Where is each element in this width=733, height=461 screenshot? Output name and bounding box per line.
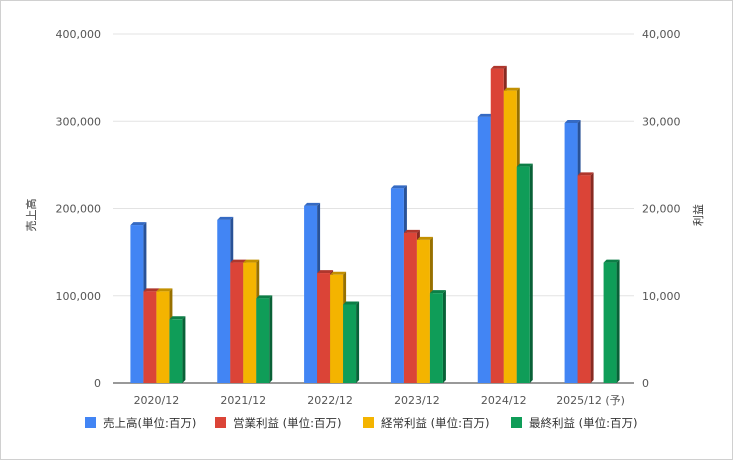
bar-top bbox=[477, 113, 494, 117]
bar-front bbox=[403, 232, 417, 383]
gridlines bbox=[113, 33, 634, 384]
legend: 売上高(単位:百万) 営業利益 (単位:百万) 経常利益 (単位:百万) 最終利益 (… bbox=[85, 416, 638, 430]
left-tick-label: 100,000 bbox=[56, 290, 102, 303]
bar-top bbox=[416, 236, 433, 240]
bar-front bbox=[304, 205, 318, 383]
bar bbox=[343, 301, 360, 383]
left-tick-label: 400,000 bbox=[56, 28, 102, 41]
bar-front bbox=[416, 239, 430, 383]
bar-front bbox=[516, 166, 530, 383]
left-tick-label: 0 bbox=[94, 377, 101, 390]
bar-top bbox=[577, 172, 594, 176]
bar-top bbox=[130, 222, 147, 226]
x-tick-label: 2023/12 bbox=[394, 394, 440, 407]
bar-top bbox=[156, 288, 173, 292]
bar-top bbox=[169, 316, 186, 320]
right-axis-title: 利益 bbox=[691, 204, 705, 226]
bar-top bbox=[230, 259, 247, 263]
bar-front bbox=[577, 175, 591, 383]
right-tick-label: 20,000 bbox=[642, 203, 681, 216]
legend-item: 営業利益 (単位:百万) bbox=[215, 416, 342, 430]
bar-front bbox=[217, 219, 231, 383]
bar-top bbox=[516, 163, 533, 167]
x-tick-label: 2021/12 bbox=[220, 394, 266, 407]
bar-top bbox=[390, 185, 407, 189]
x-axis-labels: 2020/12 2021/12 2022/12 2023/12 2024/12 2025/… bbox=[134, 394, 625, 407]
legend-label: 経常利益 (単位:百万) bbox=[381, 416, 490, 430]
bar-top bbox=[343, 301, 360, 305]
bar bbox=[577, 172, 594, 383]
bar bbox=[429, 290, 446, 383]
right-axis-ticks: 0 10,000 20,000 30,000 40,000 bbox=[642, 28, 681, 390]
x-tick-label: 2020/12 bbox=[134, 394, 180, 407]
bar-front bbox=[343, 304, 357, 383]
right-tick-label: 10,000 bbox=[642, 290, 681, 303]
x-tick-label: 2024/12 bbox=[481, 394, 527, 407]
bar-top bbox=[490, 65, 507, 69]
legend-swatch bbox=[363, 417, 374, 428]
legend-item: 売上高(単位:百万) bbox=[85, 416, 196, 430]
bars bbox=[130, 65, 620, 384]
bar-front bbox=[256, 298, 270, 383]
left-tick-label: 300,000 bbox=[56, 115, 102, 128]
bar-side bbox=[269, 295, 273, 383]
bar-front bbox=[603, 262, 617, 383]
bar-front bbox=[503, 90, 517, 384]
legend-swatch bbox=[85, 417, 96, 428]
left-tick-label: 200,000 bbox=[56, 203, 102, 216]
bar-front bbox=[243, 262, 257, 383]
legend-swatch bbox=[215, 417, 226, 428]
legend-swatch bbox=[511, 417, 522, 428]
bar-front bbox=[330, 274, 344, 383]
bar-side bbox=[616, 259, 620, 383]
right-tick-label: 40,000 bbox=[642, 28, 681, 41]
legend-label: 営業利益 (単位:百万) bbox=[233, 416, 342, 430]
legend-item: 最終利益 (単位:百万) bbox=[511, 416, 638, 430]
left-axis-ticks: 0 100,000 200,000 300,000 400,000 bbox=[56, 28, 102, 390]
bar bbox=[256, 295, 273, 383]
bar bbox=[516, 163, 533, 383]
bar-front bbox=[390, 188, 404, 383]
right-tick-label: 0 bbox=[642, 377, 649, 390]
bar-front bbox=[490, 68, 504, 384]
legend-label: 売上高(単位:百万) bbox=[103, 416, 196, 430]
bar bbox=[169, 316, 186, 383]
right-tick-label: 30,000 bbox=[642, 115, 681, 128]
bar-top bbox=[330, 271, 347, 275]
x-tick-label: 2025/12 (予) bbox=[556, 394, 625, 407]
bar-front bbox=[317, 273, 331, 383]
bar-front bbox=[130, 225, 144, 383]
bar-top bbox=[317, 270, 334, 274]
bar-front bbox=[477, 116, 491, 383]
bar-top bbox=[217, 216, 234, 220]
bar-front bbox=[564, 122, 578, 384]
bar-front bbox=[156, 291, 170, 383]
bar-top bbox=[603, 259, 620, 263]
bar-top bbox=[429, 290, 446, 294]
bar-top bbox=[143, 288, 160, 292]
bar-top bbox=[243, 259, 260, 263]
bar-top bbox=[503, 87, 520, 91]
bar-top bbox=[304, 202, 321, 206]
bar-front bbox=[143, 291, 157, 383]
x-tick-label: 2022/12 bbox=[307, 394, 353, 407]
bar-front bbox=[429, 293, 443, 383]
legend-label: 最終利益 (単位:百万) bbox=[529, 416, 638, 430]
bar-side bbox=[182, 316, 186, 383]
bar-side bbox=[356, 301, 360, 383]
bar-side bbox=[529, 163, 533, 383]
bar-side bbox=[442, 290, 446, 383]
bar-top bbox=[403, 229, 420, 233]
bar-front bbox=[169, 319, 183, 383]
bar bbox=[603, 259, 620, 383]
left-axis-title: 売上高 bbox=[24, 199, 38, 232]
bar-top bbox=[256, 295, 273, 299]
bar-top bbox=[564, 119, 581, 123]
bar-front bbox=[230, 262, 244, 383]
legend-item: 経常利益 (単位:百万) bbox=[363, 416, 490, 430]
bar-side bbox=[590, 172, 594, 383]
